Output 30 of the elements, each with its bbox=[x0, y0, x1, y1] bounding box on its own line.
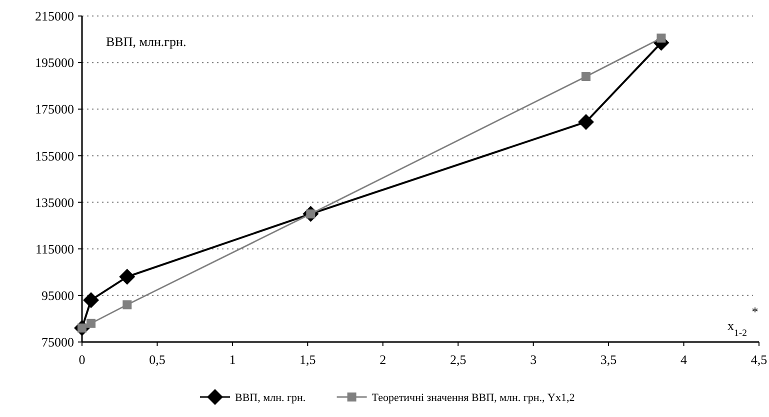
legend-label: ВВП, млн. грн. bbox=[235, 392, 306, 404]
x-tick-label: 4,5 bbox=[750, 352, 768, 367]
point bbox=[578, 114, 594, 130]
point bbox=[119, 268, 136, 285]
point bbox=[581, 72, 590, 82]
y-tick-label: 155000 bbox=[35, 148, 74, 164]
y-tick-label: 215000 bbox=[35, 8, 74, 24]
y-tick-label: 75000 bbox=[42, 334, 74, 350]
y-tick-label: 115000 bbox=[35, 241, 74, 256]
x-tick-label: 4 bbox=[680, 352, 688, 367]
point bbox=[86, 318, 96, 328]
y-tick-label: 195000 bbox=[35, 55, 74, 70]
x-tick-label: 1,5 bbox=[300, 352, 316, 367]
x-tick-label: 3,5 bbox=[600, 352, 617, 367]
x-tick-label: 0,5 bbox=[149, 352, 166, 367]
x-axis-title: x$_{1-2}$ bbox=[728, 318, 748, 338]
x-tick-label: 1 bbox=[229, 352, 236, 367]
y-tick-label: 175000 bbox=[35, 102, 74, 117]
y-axis-title: ВВП, млн.грн. bbox=[106, 34, 186, 49]
legend-label: Теоретичні значення ВВП, млн. грн., Yx1,2 bbox=[372, 392, 575, 404]
point bbox=[122, 300, 132, 310]
annotation: * bbox=[752, 304, 758, 319]
x-tick-label: 2,5 bbox=[450, 352, 466, 367]
y-tick-label: 95000 bbox=[42, 288, 74, 303]
x-tick-label: 3 bbox=[530, 352, 537, 367]
y-tick-label: 135000 bbox=[35, 194, 74, 210]
point bbox=[83, 292, 100, 308]
x-tick-label: 2 bbox=[380, 352, 386, 367]
x-tick-label: 0 bbox=[78, 352, 86, 367]
point bbox=[656, 34, 666, 43]
